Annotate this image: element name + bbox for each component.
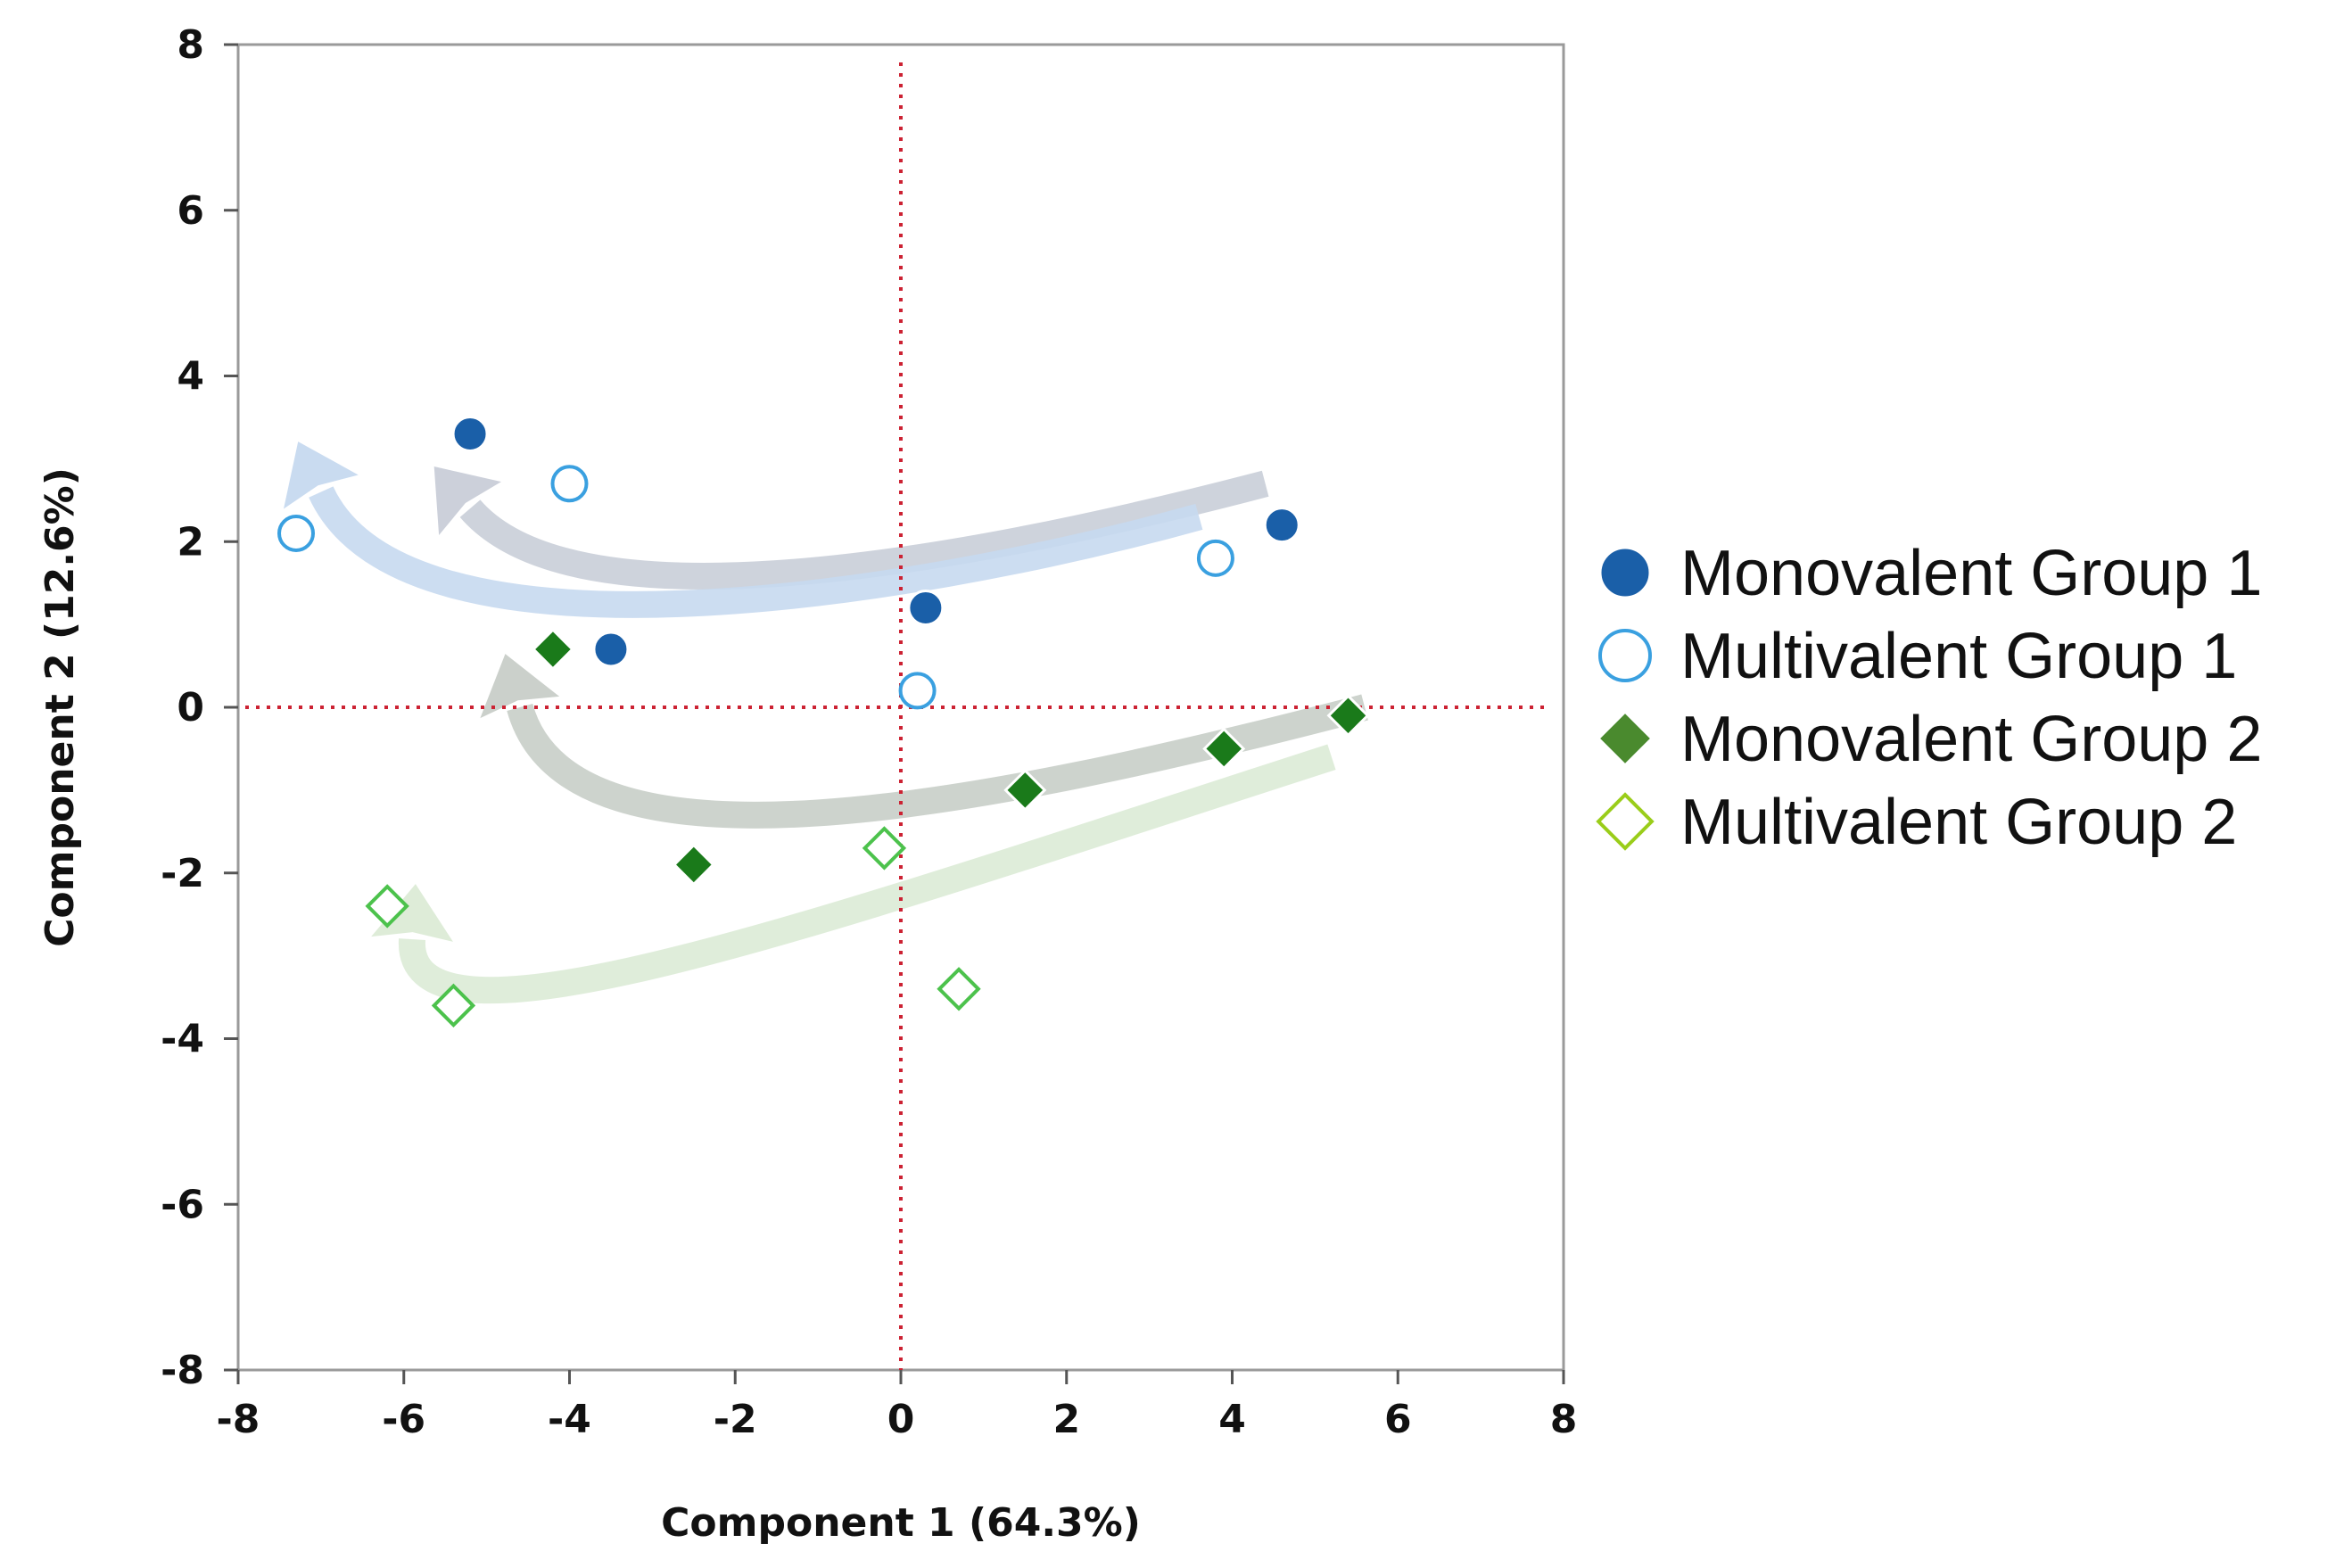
legend-marker-4 [1596,792,1655,851]
y-tick-label: -4 [161,1017,204,1062]
trend-arrow-1 [459,470,1269,590]
point-series-4-4 [937,967,981,1011]
point-series-3-3 [1003,768,1047,812]
x-tick-label: -8 [217,1397,260,1442]
y-tick-label: 2 [177,519,204,565]
y-tick-label: 6 [177,188,204,234]
legend-label-3: Monovalent Group 2 [1680,704,2262,775]
x-tick-label: 2 [1052,1397,1080,1442]
point-series-2-4 [1196,539,1234,577]
legend-marker-1 [1598,546,1652,599]
point-series-2-2 [550,465,589,503]
x-tick-label: 6 [1384,1397,1412,1442]
x-tick-label: -2 [714,1397,757,1442]
trend-arrow-2 [309,485,1203,618]
legend-label-4: Multivalent Group 2 [1680,787,2237,858]
trend-arrowhead-2 [283,442,359,509]
y-tick-label: 8 [177,22,204,68]
point-series-2-1 [277,514,316,552]
point-series-3-2 [672,843,715,887]
y-tick-label: 4 [177,354,204,400]
point-series-3-4 [1202,727,1246,771]
legend: Monovalent Group 1 Multivalent Group 1 Mon… [1596,538,2262,858]
x-axis-title: Component 1 (64.3%) [661,1500,1141,1546]
point-series-4-3 [862,826,907,871]
x-tick-label: 4 [1218,1397,1246,1442]
trend-arrow-4 [399,744,1336,1004]
point-series-4-1 [365,884,409,928]
y-tick-label: -2 [161,851,204,896]
x-tick-label: -4 [548,1397,591,1442]
trend-arrow-3 [507,694,1368,829]
trend-arrowhead-3 [480,654,560,719]
y-axis-title: Component 2 (12.6%) [37,467,83,947]
point-series-3-1 [531,628,574,671]
legend-marker-2 [1598,629,1652,682]
point-series-1-3 [907,590,945,627]
point-series-3-5 [1326,694,1370,738]
trend-arrowhead-4 [371,884,453,942]
x-tick-label: -6 [382,1397,425,1442]
point-series-1-4 [1263,507,1300,544]
trend-arrowhead-1 [433,466,501,536]
point-series-2-3 [898,672,937,710]
reference-lines [245,62,1546,1370]
axes: -8 -6 -4 -2 0 2 4 6 8 8 6 4 2 0 -2 -4 -6 -8 [161,22,1577,1442]
legend-label-1: Monovalent Group 1 [1680,538,2262,609]
data-points [277,416,1370,1028]
point-series-1-2 [592,631,630,668]
point-series-4-2 [431,983,476,1028]
trend-arrows [283,442,1368,1004]
x-tick-label: 8 [1550,1397,1578,1442]
legend-marker-3 [1596,709,1655,768]
legend-label-2: Multivalent Group 1 [1680,621,2237,692]
y-tick-label: -8 [161,1348,204,1393]
x-tick-label: 0 [887,1397,915,1442]
y-tick-label: -6 [161,1182,204,1227]
y-tick-label: 0 [177,685,204,730]
point-series-1-1 [451,416,489,453]
